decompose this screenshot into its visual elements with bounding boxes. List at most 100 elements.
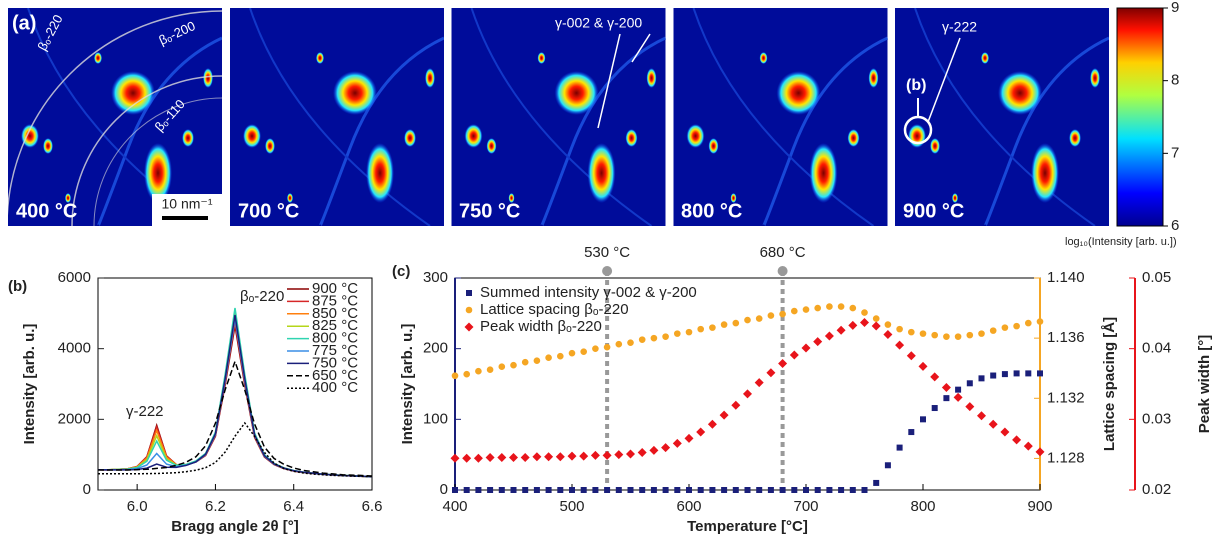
marker	[569, 487, 575, 493]
x-tick-label: 700	[793, 498, 818, 515]
x-tick-label: 6.0	[127, 498, 148, 515]
marker	[602, 450, 612, 460]
temperature: 800 °C	[681, 200, 742, 222]
panel-c: 400 500 600 700 800 900 0 100 200 300 1.128 1.132 1.…	[392, 244, 1213, 535]
marker	[557, 352, 564, 360]
y-tick-label: 0	[83, 481, 91, 498]
legend-label: 875 °C	[312, 292, 358, 309]
colorbar-tick-label: 8	[1171, 72, 1179, 89]
marker	[672, 438, 682, 448]
marker	[626, 449, 635, 459]
colorbar-tick-label: 6	[1171, 217, 1179, 234]
marker	[779, 487, 786, 493]
marker	[849, 487, 856, 493]
x-tick-label: 6.2	[205, 498, 226, 515]
marker	[720, 321, 728, 328]
marker	[990, 372, 997, 379]
marker	[1025, 370, 1032, 377]
marker	[1001, 324, 1009, 331]
marker	[778, 359, 788, 369]
x-tick-label: 6.4	[283, 498, 304, 515]
marker	[779, 310, 786, 318]
marker	[744, 316, 751, 324]
x-tick-label: 800	[910, 498, 935, 515]
y-tick-label: 2000	[58, 410, 91, 427]
y-tick-label: 1.136	[1047, 329, 1085, 346]
marker	[568, 349, 576, 357]
marker	[943, 333, 950, 340]
marker	[803, 487, 809, 493]
marker	[721, 487, 728, 493]
marker	[908, 429, 915, 436]
marker	[614, 450, 624, 460]
marker	[814, 487, 821, 493]
marker	[918, 361, 928, 371]
marker	[1013, 370, 1020, 377]
scale-box	[152, 194, 222, 226]
y-axis-title: Intensity [arb. u.]	[399, 324, 416, 445]
legend-label: Lattice spacing βₒ-220	[480, 301, 629, 318]
marker	[544, 452, 554, 462]
x-tick-label: 500	[559, 498, 584, 515]
marker	[697, 325, 704, 333]
marker	[579, 451, 589, 461]
marker	[533, 357, 541, 364]
marker	[685, 328, 693, 336]
marker	[873, 479, 880, 486]
arrow	[927, 37, 961, 123]
marker	[627, 487, 634, 493]
marker	[465, 306, 473, 314]
y-tick-label: 1.132	[1047, 389, 1085, 406]
marker	[791, 487, 798, 493]
marker	[801, 343, 811, 353]
frame	[230, 8, 444, 226]
marker	[1001, 371, 1008, 378]
panel-b: 6.0 6.2 6.4 6.6 0 2000 4000 6000 (b) Bragg angle …	[8, 269, 382, 535]
legend-label: 900 °C	[312, 280, 358, 297]
marker	[755, 315, 763, 322]
marker	[639, 487, 646, 493]
y-axis-title: Peak width [°]	[1196, 335, 1213, 434]
series-line	[98, 421, 373, 478]
marker	[1037, 370, 1043, 377]
marker	[920, 416, 926, 423]
marker	[510, 361, 517, 369]
marker	[615, 487, 622, 493]
marker	[1025, 319, 1032, 327]
marker	[732, 319, 740, 327]
marker	[977, 411, 986, 421]
reference-label: 530 °C	[584, 244, 630, 261]
marker	[1036, 318, 1044, 325]
annotation: γ-002 & γ-200	[555, 15, 642, 31]
marker	[650, 487, 657, 493]
x-tick-label: 6.6	[362, 498, 383, 515]
frame	[895, 8, 1109, 226]
y-tick-label: 1.140	[1047, 269, 1085, 286]
marker	[475, 367, 482, 375]
marker	[883, 330, 893, 340]
marker	[953, 392, 963, 402]
colorbar-tick-label: 7	[1171, 144, 1179, 161]
marker	[532, 452, 542, 462]
legend-label: 650 °C	[312, 367, 358, 384]
marker	[463, 370, 471, 378]
marker	[941, 383, 951, 393]
arrow	[631, 33, 651, 63]
reference-marker	[602, 266, 613, 276]
marker	[930, 372, 940, 382]
colorbar-tick-label: 9	[1171, 0, 1179, 16]
marker	[744, 487, 751, 493]
marker	[884, 321, 892, 328]
marker	[580, 348, 587, 355]
marker	[498, 363, 506, 371]
temperature: 900 °C	[903, 200, 964, 222]
marker	[520, 452, 530, 462]
marker	[861, 487, 868, 493]
marker	[545, 487, 552, 493]
marker	[509, 452, 518, 462]
marker	[451, 372, 459, 380]
y-tick-label: 100	[423, 410, 448, 427]
y-tick-label: 0.02	[1142, 481, 1171, 498]
y-tick-label: 6000	[58, 269, 91, 286]
marker	[861, 309, 868, 316]
